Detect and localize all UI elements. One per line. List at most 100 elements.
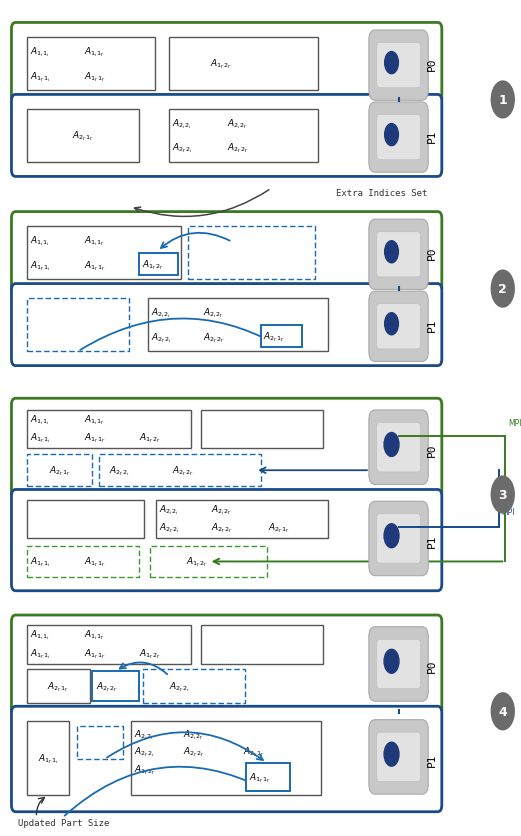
Bar (143, 670, 245, 703)
Circle shape (384, 433, 399, 457)
FancyBboxPatch shape (377, 514, 420, 563)
Text: P0: P0 (426, 58, 437, 71)
Circle shape (384, 125, 399, 146)
Bar (27, 298, 129, 352)
FancyBboxPatch shape (11, 284, 442, 366)
Text: $A_{2_\Gamma2_i}$: $A_{2_\Gamma2_i}$ (151, 331, 172, 344)
FancyBboxPatch shape (377, 232, 420, 278)
FancyBboxPatch shape (11, 706, 442, 812)
Text: P1: P1 (426, 319, 437, 332)
Text: $A_{1_\Gamma1_i}$: $A_{1_\Gamma1_i}$ (38, 752, 58, 765)
Text: $A_{1_i1_\Gamma}$: $A_{1_i1_\Gamma}$ (84, 45, 105, 59)
Text: $A_{1_\Gamma2_\Gamma}$: $A_{1_\Gamma2_\Gamma}$ (210, 58, 232, 71)
Text: $A_{2_i2_\Gamma}$: $A_{2_i2_\Gamma}$ (203, 306, 224, 319)
Circle shape (384, 742, 399, 767)
FancyBboxPatch shape (11, 95, 442, 177)
Circle shape (491, 271, 514, 308)
Circle shape (384, 314, 399, 335)
Text: $A_{1_\Gamma2_\Gamma}$: $A_{1_\Gamma2_\Gamma}$ (139, 646, 161, 660)
Text: $A_{2_i2_i}$: $A_{2_i2_i}$ (172, 118, 191, 131)
Text: $A_{1_\Gamma2_\Gamma}$: $A_{1_\Gamma2_\Gamma}$ (186, 555, 208, 568)
FancyBboxPatch shape (369, 410, 428, 485)
Bar (27, 670, 90, 703)
Text: $A_{2_i2_i}$: $A_{2_i2_i}$ (159, 502, 178, 517)
Text: $A_{1_\Gamma1_\Gamma}$: $A_{1_\Gamma1_\Gamma}$ (84, 431, 106, 445)
Text: P0: P0 (426, 659, 437, 673)
Bar (27, 500, 144, 538)
Text: $A_{1_i1_\Gamma}$: $A_{1_i1_\Gamma}$ (84, 234, 105, 247)
FancyBboxPatch shape (369, 220, 428, 290)
Bar (131, 721, 321, 795)
Circle shape (491, 693, 514, 730)
FancyBboxPatch shape (11, 490, 442, 591)
Circle shape (491, 477, 514, 513)
FancyBboxPatch shape (369, 502, 428, 576)
Bar (92, 671, 139, 701)
Text: $A_{2_i2_\Gamma}$: $A_{2_i2_\Gamma}$ (183, 728, 204, 742)
Text: Updated Part Size: Updated Part Size (18, 818, 109, 827)
Text: $A_{2_\Gamma2_i}$: $A_{2_\Gamma2_i}$ (134, 745, 155, 758)
Text: MPI: MPI (501, 508, 515, 517)
Text: $A_{2_\Gamma2_\Gamma}$: $A_{2_\Gamma2_\Gamma}$ (183, 745, 205, 758)
Bar (169, 110, 318, 163)
Text: $A_{2_\Gamma1_\Gamma}$: $A_{2_\Gamma1_\Gamma}$ (47, 680, 69, 693)
Bar (27, 227, 181, 280)
Text: P1: P1 (426, 533, 437, 548)
Bar (201, 625, 323, 664)
Text: $A_{2_\Gamma2_i}$: $A_{2_\Gamma2_i}$ (159, 521, 180, 534)
Text: $A_{2_i2_i}$: $A_{2_i2_i}$ (151, 306, 170, 319)
Circle shape (384, 242, 399, 263)
Text: $A_{1_i1_i}$: $A_{1_i1_i}$ (30, 234, 49, 247)
Text: $A_{2_\Gamma1_\Gamma}$: $A_{2_\Gamma1_\Gamma}$ (72, 130, 94, 143)
Text: $A_{1_i1_i}$: $A_{1_i1_i}$ (30, 413, 49, 427)
Bar (156, 500, 328, 538)
Text: $A_{2_i2_\Gamma}$: $A_{2_i2_\Gamma}$ (211, 502, 231, 517)
FancyBboxPatch shape (369, 627, 428, 701)
Bar (260, 325, 302, 348)
Bar (148, 298, 328, 352)
Bar (188, 227, 315, 280)
Text: $A_{1_\Gamma1_i}$: $A_{1_\Gamma1_i}$ (30, 646, 51, 660)
Text: $A_{1_\Gamma2_\Gamma}$: $A_{1_\Gamma2_\Gamma}$ (134, 762, 156, 776)
Bar (77, 726, 123, 759)
Text: $A_{2_i2_i}$: $A_{2_i2_i}$ (134, 728, 153, 742)
Text: $A_{2_\Gamma2_i}$: $A_{2_\Gamma2_i}$ (172, 141, 193, 155)
Text: Extra Indices Set: Extra Indices Set (336, 189, 427, 198)
FancyBboxPatch shape (369, 292, 428, 362)
Text: $A_{1_\Gamma1_\Gamma}$: $A_{1_\Gamma1_\Gamma}$ (84, 555, 106, 568)
Text: $A_{1_\Gamma1_\Gamma}$: $A_{1_\Gamma1_\Gamma}$ (249, 770, 271, 783)
FancyBboxPatch shape (377, 640, 420, 689)
Text: 3: 3 (499, 488, 507, 502)
Bar (169, 38, 318, 91)
Text: $A_{2_\Gamma2_i}$: $A_{2_\Gamma2_i}$ (109, 464, 130, 477)
Text: $A_{1_\Gamma1_\Gamma}$: $A_{1_\Gamma1_\Gamma}$ (84, 646, 106, 660)
Text: $A_{2_\Gamma2_\Gamma}$: $A_{2_\Gamma2_\Gamma}$ (96, 680, 118, 693)
Text: $A_{1_\Gamma1_i}$: $A_{1_\Gamma1_i}$ (30, 70, 51, 84)
Text: $A_{2_\Gamma2_i}$: $A_{2_\Gamma2_i}$ (168, 680, 189, 693)
Text: P0: P0 (426, 442, 437, 456)
Circle shape (491, 82, 514, 119)
Text: 2: 2 (499, 283, 507, 296)
Circle shape (384, 53, 399, 74)
Bar (27, 110, 139, 163)
Bar (27, 546, 139, 578)
FancyBboxPatch shape (369, 31, 428, 101)
Text: $A_{1_\Gamma2_\Gamma}$: $A_{1_\Gamma2_\Gamma}$ (139, 431, 161, 445)
Text: $A_{1_\Gamma1_i}$: $A_{1_\Gamma1_i}$ (30, 259, 51, 273)
FancyBboxPatch shape (369, 103, 428, 173)
Text: 1: 1 (499, 94, 507, 107)
Text: 4: 4 (499, 705, 507, 718)
Bar (99, 455, 260, 487)
Text: $A_{2_\Gamma2_\Gamma}$: $A_{2_\Gamma2_\Gamma}$ (211, 521, 233, 534)
FancyBboxPatch shape (369, 720, 428, 794)
Text: $A_{1_i1_i}$: $A_{1_i1_i}$ (30, 628, 49, 642)
FancyBboxPatch shape (377, 423, 420, 472)
Circle shape (384, 524, 399, 548)
Text: $A_{1_\Gamma1_\Gamma}$: $A_{1_\Gamma1_\Gamma}$ (84, 259, 106, 273)
Text: $A_{1_i1_\Gamma}$: $A_{1_i1_\Gamma}$ (84, 628, 105, 642)
FancyBboxPatch shape (377, 43, 420, 89)
FancyBboxPatch shape (377, 115, 420, 161)
FancyBboxPatch shape (377, 732, 420, 782)
Text: $A_{1_\Gamma1_i}$: $A_{1_\Gamma1_i}$ (30, 431, 51, 445)
Circle shape (384, 650, 399, 674)
